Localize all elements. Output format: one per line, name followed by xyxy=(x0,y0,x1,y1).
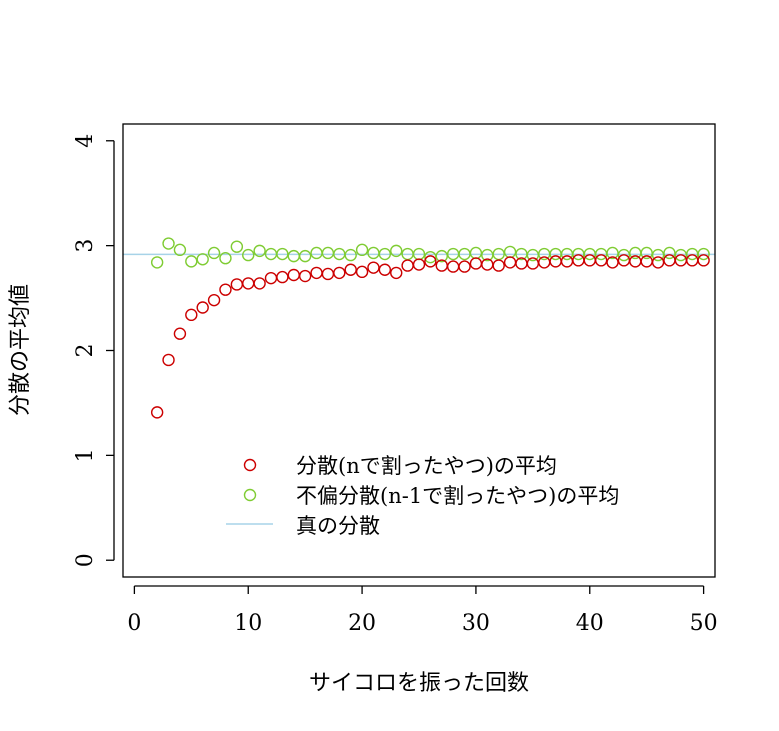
sample-variance-point xyxy=(697,254,710,267)
legend-marker-sample-variance xyxy=(243,458,257,472)
sample-variance-point xyxy=(185,308,198,322)
sample-variance-point xyxy=(492,259,505,272)
unbiased-variance-point xyxy=(150,256,164,269)
x-tick-label: 20 xyxy=(348,611,376,636)
unbiased-variance-point xyxy=(242,248,255,262)
unbiased-variance-point xyxy=(344,248,357,262)
sample-variance-point xyxy=(253,277,266,290)
sample-variance-point xyxy=(276,270,289,284)
unbiased-variance-point xyxy=(253,244,266,258)
x-tick-label: 50 xyxy=(690,611,718,636)
sample-variance-point xyxy=(344,263,357,276)
sample-variance-point xyxy=(367,261,380,274)
legend-label-true-variance: 真の分散 xyxy=(296,514,380,538)
unbiased-variance-point xyxy=(276,247,289,261)
unbiased-variance-point xyxy=(298,249,312,263)
unbiased-variance-point xyxy=(378,247,392,261)
sample-variance-point xyxy=(390,266,403,280)
unbiased-variance-point xyxy=(640,246,653,260)
sample-variance-point xyxy=(150,406,164,419)
y-axis-label: 分散の平均値 xyxy=(8,284,33,416)
unbiased-variance-point xyxy=(219,252,232,265)
plot-frame xyxy=(122,123,716,578)
unbiased-variance-point xyxy=(185,255,198,268)
sample-variance-point xyxy=(594,254,608,267)
x-axis: 0 10 20 30 40 50 xyxy=(127,585,718,636)
y-tick-label: 2 xyxy=(73,344,98,358)
unbiased-variance-point xyxy=(697,247,710,261)
sample-variance-point xyxy=(196,301,209,314)
unbiased-variance-point xyxy=(230,240,244,253)
legend-label-sample-variance: 分散(nで割ったやつ)の平均 xyxy=(296,454,557,478)
x-axis-label: サイコロを振った回数 xyxy=(309,671,529,696)
sample-variance-point xyxy=(173,327,187,340)
sample-variance-point xyxy=(162,353,175,367)
x-tick-label: 10 xyxy=(234,611,262,636)
sample-variance-point xyxy=(333,266,346,280)
unbiased-variance-point xyxy=(390,244,403,258)
x-tick-label: 40 xyxy=(576,611,604,636)
sample-variance-point xyxy=(207,293,221,307)
sample-variance-point xyxy=(651,256,665,269)
sample-variance-point xyxy=(219,283,232,296)
sample-variance-point xyxy=(298,269,312,283)
legend-label-unbiased-variance: 不偏分散(n-1で割ったやつ)の平均 xyxy=(296,484,619,508)
unbiased-variance-point xyxy=(435,249,448,263)
y-axis: 0 1 2 3 4 xyxy=(73,134,115,567)
sample-variance-point xyxy=(424,255,437,268)
data-points xyxy=(123,237,715,419)
y-tick-label: 3 xyxy=(73,239,98,253)
y-tick-label: 4 xyxy=(73,134,98,148)
y-tick-label: 1 xyxy=(73,448,98,462)
x-tick-label: 30 xyxy=(462,611,490,636)
unbiased-variance-point xyxy=(663,246,676,260)
legend: 分散(nで割ったやつ)の平均 不偏分散(n-1で割ったやつ)の平均 真の分散 xyxy=(226,454,619,538)
sample-variance-point xyxy=(412,258,426,271)
sample-variance-point xyxy=(458,260,471,273)
sample-variance-point xyxy=(606,256,619,269)
unbiased-variance-point xyxy=(207,246,221,260)
unbiased-variance-point xyxy=(196,253,209,266)
x-tick-label: 0 xyxy=(127,611,141,636)
sample-variance-point xyxy=(355,265,369,279)
unbiased-variance-point xyxy=(617,248,631,262)
y-tick-label: 0 xyxy=(73,553,98,567)
legend-marker-unbiased-variance xyxy=(243,488,257,502)
unbiased-variance-point xyxy=(651,248,665,262)
sample-variance-point xyxy=(378,263,392,276)
unbiased-variance-point xyxy=(173,243,187,257)
unbiased-variance-point xyxy=(355,243,369,257)
unbiased-variance-point xyxy=(162,237,175,250)
unbiased-variance-point xyxy=(606,246,619,260)
